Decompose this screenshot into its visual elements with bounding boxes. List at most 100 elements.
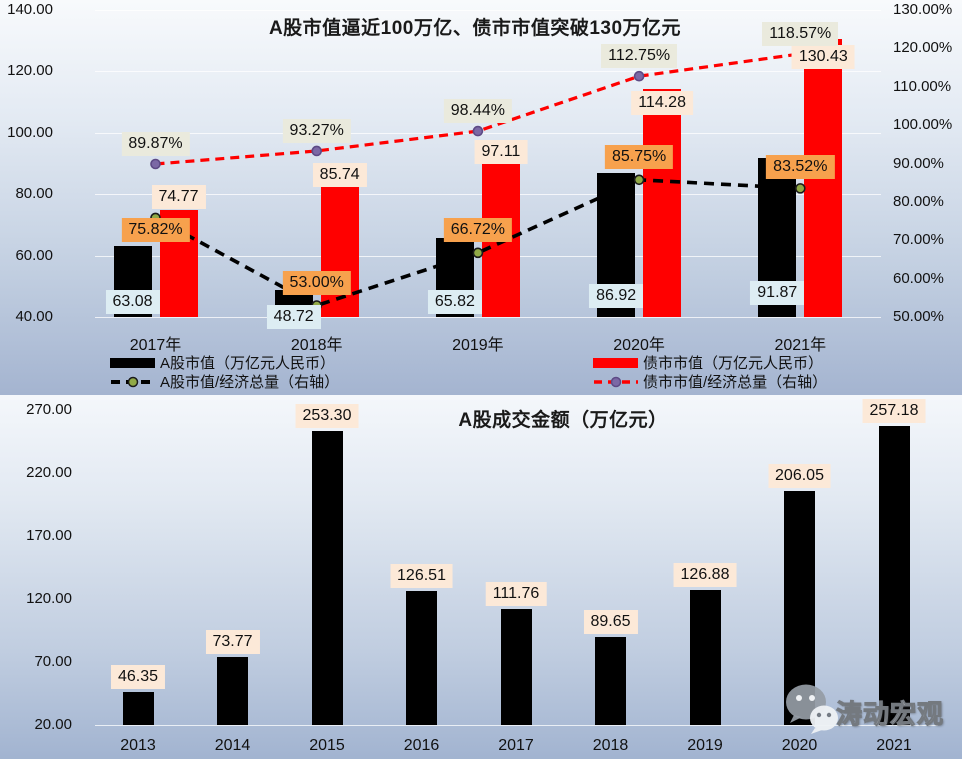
- a-share-ratio-label: 53.00%: [282, 271, 351, 296]
- bond-bar-label: 74.77: [151, 185, 206, 210]
- a-share-ratio-label: 83.52%: [766, 155, 835, 180]
- a-share-ratio-label: 85.75%: [604, 144, 674, 169]
- right-axis-tick: 120.00%: [893, 39, 953, 57]
- legend-a-share-value: A股市值（万亿元人民币）: [110, 352, 335, 373]
- a-share-bar-label: 63.08: [105, 290, 160, 314]
- volume-bar: [406, 590, 437, 725]
- volume-bar-label: 257.18: [862, 399, 926, 424]
- volume-bar-label: 206.05: [768, 463, 831, 488]
- bond-ratio-label: 93.27%: [282, 118, 351, 143]
- year-axis-label: 2017年: [129, 337, 182, 354]
- year-axis-label: 2018年: [290, 337, 343, 354]
- volume-bar: [311, 431, 343, 725]
- year-axis-label: 2018: [592, 737, 629, 754]
- bond-bar: [320, 176, 359, 317]
- baseline: [95, 725, 938, 726]
- legend-row-1: A股市值（万亿元人民币） 债市市值（万亿元人民币）: [0, 352, 962, 373]
- volume-bar-label: 111.76: [485, 582, 547, 607]
- year-axis-label: 2019年: [452, 337, 504, 354]
- volume-bar-label: 46.35: [110, 664, 166, 689]
- left-axis-tick: 100.00: [7, 123, 53, 141]
- a-share-bar-label: 86.92: [589, 284, 644, 308]
- legend-bond-value: 债市市值（万亿元人民币）: [593, 352, 823, 373]
- watermark-text: 涛动宏观: [835, 699, 945, 730]
- legend-a-share-ratio: A股市值/经济总量（右轴）: [110, 371, 339, 392]
- right-axis-tick: 70.00%: [893, 231, 944, 249]
- a-share-bar-swatch: [110, 357, 155, 368]
- left-axis-tick: 220.00: [26, 464, 72, 481]
- a-share-ratio-line: [154, 177, 801, 308]
- year-axis-label: 2020: [781, 737, 818, 754]
- bond-bar-label: 85.74: [312, 162, 367, 187]
- bond-ratio-line-swatch: [594, 376, 638, 387]
- a-share-bar-label: 91.87: [750, 281, 805, 305]
- a-share-ratio-line-swatch: [111, 376, 155, 387]
- volume-bar-label: 126.88: [673, 563, 737, 588]
- bond-bar-label: 97.11: [474, 139, 528, 164]
- year-axis-label: 2019: [687, 737, 723, 754]
- gridline: [95, 132, 881, 134]
- volume-bar: [595, 637, 626, 725]
- left-axis-tick: 270.00: [26, 401, 72, 418]
- left-axis-tick: 70.00: [34, 653, 72, 670]
- a-share-bar-label: 65.82: [427, 290, 482, 314]
- right-axis-tick: 90.00%: [893, 154, 944, 172]
- line-marker: [633, 70, 645, 82]
- a-share-bar-label: 48.72: [266, 305, 321, 329]
- left-axis-tick: 170.00: [26, 527, 72, 544]
- left-axis-tick: 140.00: [7, 1, 53, 18]
- gridline: [95, 10, 881, 11]
- year-axis-label: 2013: [120, 737, 156, 754]
- legend-bond-ratio-label: 债市市值/经济总量（右轴）: [643, 374, 828, 391]
- volume-bar: [122, 691, 154, 725]
- legend-bond-value-label: 债市市值（万亿元人民币）: [643, 355, 824, 372]
- legend-bond-ratio: 债市市值/经济总量（右轴）: [593, 371, 827, 392]
- gridline: [95, 71, 881, 73]
- trading-amount-chart-title: A股成交金额（万亿元）: [458, 410, 668, 431]
- right-axis-tick: 110.00%: [893, 77, 952, 95]
- bond-ratio-label: 98.44%: [443, 99, 513, 124]
- year-axis-label: 2016: [403, 737, 440, 754]
- bond-bar-swatch: [593, 357, 638, 368]
- left-axis-tick: 120.00: [7, 62, 53, 80]
- right-axis-tick: 60.00%: [893, 269, 944, 287]
- bond-bar: [643, 88, 682, 317]
- watermark: 涛动宏观: [780, 682, 955, 737]
- volume-bar-label: 89.65: [583, 610, 638, 635]
- year-axis-label: 2015: [309, 737, 345, 754]
- right-axis-tick: 130.00%: [893, 1, 953, 18]
- right-axis-tick: 50.00%: [893, 308, 944, 325]
- year-axis-label: 2017: [498, 737, 534, 754]
- line-marker: [150, 158, 161, 170]
- legend-row-2: A股市值/经济总量（右轴） 债市市值/经济总量（右轴）: [0, 371, 962, 392]
- bond-ratio-label: 112.75%: [601, 44, 678, 69]
- year-axis-label: 2014: [214, 737, 251, 754]
- bond-ratio-label: 89.87%: [121, 131, 190, 156]
- bond-bar-label: 130.43: [791, 45, 855, 70]
- market-value-chart: A股市值逼近100万亿、债市市值突破130万亿元 A股市值（万亿元人民币） 债市…: [0, 0, 962, 395]
- volume-bar: [500, 609, 532, 725]
- wechat-icon: [786, 684, 838, 734]
- volume-bar-label: 253.30: [295, 404, 359, 429]
- volume-bar: [878, 426, 910, 725]
- volume-bar-label: 126.51: [390, 563, 453, 588]
- left-axis-tick: 120.00: [26, 590, 72, 607]
- bond-bar-label: 114.28: [631, 90, 693, 115]
- volume-bar: [689, 590, 721, 725]
- year-axis-label: 2021年: [774, 337, 827, 354]
- a-share-ratio-label: 66.72%: [443, 217, 513, 242]
- volume-bar: [217, 657, 248, 725]
- left-axis-tick: 60.00: [15, 246, 53, 264]
- legend-a-share-ratio-label: A股市值/经济总量（右轴）: [160, 374, 340, 391]
- legend-a-share-value-label: A股市值（万亿元人民币）: [160, 355, 336, 372]
- market-value-chart-title: A股市值逼近100万亿、债市市值突破130万亿元: [268, 18, 682, 39]
- a-share-ratio-label: 75.82%: [121, 217, 190, 242]
- left-axis-tick: 80.00: [15, 185, 53, 203]
- year-axis-label: 2020年: [613, 337, 665, 354]
- line-marker: [311, 145, 323, 157]
- trading-amount-chart: A股成交金额（万亿元） 270.00 220.00 170.00 120.00 70.0…: [0, 395, 962, 759]
- bond-ratio-label: 118.57%: [762, 21, 839, 46]
- right-axis-tick: 100.00%: [893, 116, 953, 134]
- volume-bar-label: 73.77: [205, 630, 260, 655]
